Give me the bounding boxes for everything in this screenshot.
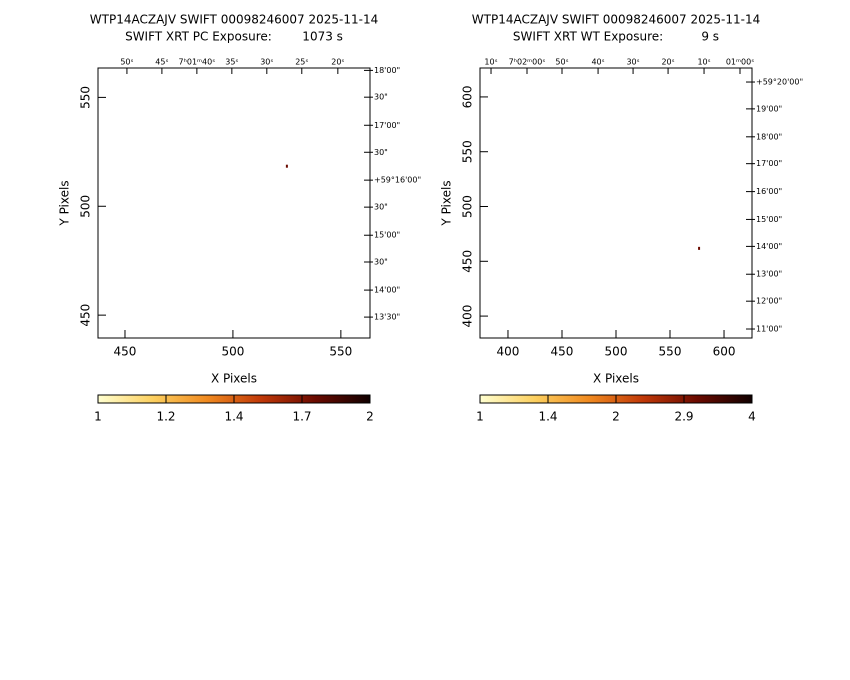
right-tick-label: 17'00" — [756, 159, 782, 168]
source-pixel — [698, 246, 701, 250]
x-tick-label: 500 — [221, 345, 244, 359]
top-tick-label: 10ˢ — [697, 58, 710, 67]
source-pixel — [285, 164, 288, 168]
top-tick-label: 50ˢ — [120, 58, 133, 67]
y-tick-label: 500 — [79, 195, 93, 218]
top-tick-label: 50ˢ — [555, 58, 568, 67]
top-tick-label: 20ˢ — [661, 58, 674, 67]
plot-frame — [97, 67, 371, 339]
top-tick-label: 30ˢ — [626, 58, 639, 67]
colorbar-tick-label: 1 — [94, 410, 102, 424]
y-tick-label: 550 — [79, 86, 93, 109]
right-tick-label: 30" — [374, 93, 388, 102]
x-tick-label: 450 — [551, 345, 574, 359]
colorbar-tick-label: 1.2 — [156, 410, 175, 424]
right-tick-label: 15'00" — [756, 215, 782, 224]
y-tick-label: 600 — [461, 85, 475, 108]
x-tick-label: 400 — [497, 345, 520, 359]
y-axis-label: Y Pixels — [440, 180, 454, 226]
right-tick-label: 12'00" — [756, 297, 782, 306]
right-tick-label: 18'00" — [756, 132, 782, 141]
y-tick-label: 450 — [461, 250, 475, 273]
y-tick-label: 400 — [461, 305, 475, 328]
y-tick-label: 550 — [461, 140, 475, 163]
colorbar-tick-label: 2.9 — [674, 410, 693, 424]
top-tick-label: 01ᵐ00ˢ — [726, 58, 754, 67]
x-tick-label: 500 — [605, 345, 628, 359]
right-tick-label: 30" — [374, 258, 388, 267]
plot-frame — [479, 67, 753, 339]
colorbar-tick-label: 1.4 — [538, 410, 557, 424]
x-tick-label: 550 — [659, 345, 682, 359]
x-axis-label: X Pixels — [211, 372, 257, 386]
x-axis-label: X Pixels — [593, 372, 639, 386]
top-tick-label: 35ˢ — [225, 58, 238, 67]
top-tick-label: 25ˢ — [295, 58, 308, 67]
y-axis-label: Y Pixels — [58, 180, 72, 226]
x-tick-label: 450 — [114, 345, 137, 359]
right-tick-label: 30" — [374, 148, 388, 157]
right-tick-label: 15'00" — [374, 231, 400, 240]
x-tick-label: 600 — [713, 345, 736, 359]
top-tick-label: 7ʰ01ᵐ40ˢ — [179, 58, 216, 67]
top-tick-label: 10ˢ — [484, 58, 497, 67]
chart-subtitle: SWIFT XRT PC Exposure: 1073 s — [125, 30, 343, 44]
colorbar-tick-label: 2 — [366, 410, 374, 424]
top-tick-label: 30ˢ — [260, 58, 273, 67]
right-tick-label: 19'00" — [756, 104, 782, 113]
right-tick-label: +59°20'00" — [756, 78, 803, 87]
right-tick-label: 14'00" — [374, 286, 400, 295]
right-tick-label: 30" — [374, 203, 388, 212]
colorbar-tick-label: 2 — [612, 410, 620, 424]
colorbar-tick-label: 1.4 — [224, 410, 243, 424]
right-tick-label: 16'00" — [756, 187, 782, 196]
chart-title: WTP14ACZAJV SWIFT 00098246007 2025-11-14 — [472, 13, 760, 27]
top-tick-label: 20ˢ — [331, 58, 344, 67]
chart-subtitle: SWIFT XRT WT Exposure: 9 s — [513, 30, 719, 44]
right-tick-label: +59°16'00" — [374, 176, 421, 185]
y-tick-label: 500 — [461, 195, 475, 218]
top-tick-label: 45ˢ — [155, 58, 168, 67]
top-tick-label: 7ʰ02ᵐ00ˢ — [509, 58, 546, 67]
right-tick-label: 13'30" — [374, 313, 400, 322]
right-tick-label: 14'00" — [756, 242, 782, 251]
colorbar-tick-label: 4 — [748, 410, 756, 424]
right-tick-label: 17'00" — [374, 121, 400, 130]
top-tick-label: 40ˢ — [591, 58, 604, 67]
right-tick-label: 18'00" — [374, 66, 400, 75]
right-tick-label: 11'00" — [756, 325, 782, 334]
x-tick-label: 550 — [329, 345, 352, 359]
colorbar-tick-label: 1.7 — [292, 410, 311, 424]
right-tick-label: 13'00" — [756, 270, 782, 279]
y-tick-label: 450 — [79, 304, 93, 327]
colorbar-tick-label: 1 — [476, 410, 484, 424]
chart-title: WTP14ACZAJV SWIFT 00098246007 2025-11-14 — [90, 13, 378, 27]
